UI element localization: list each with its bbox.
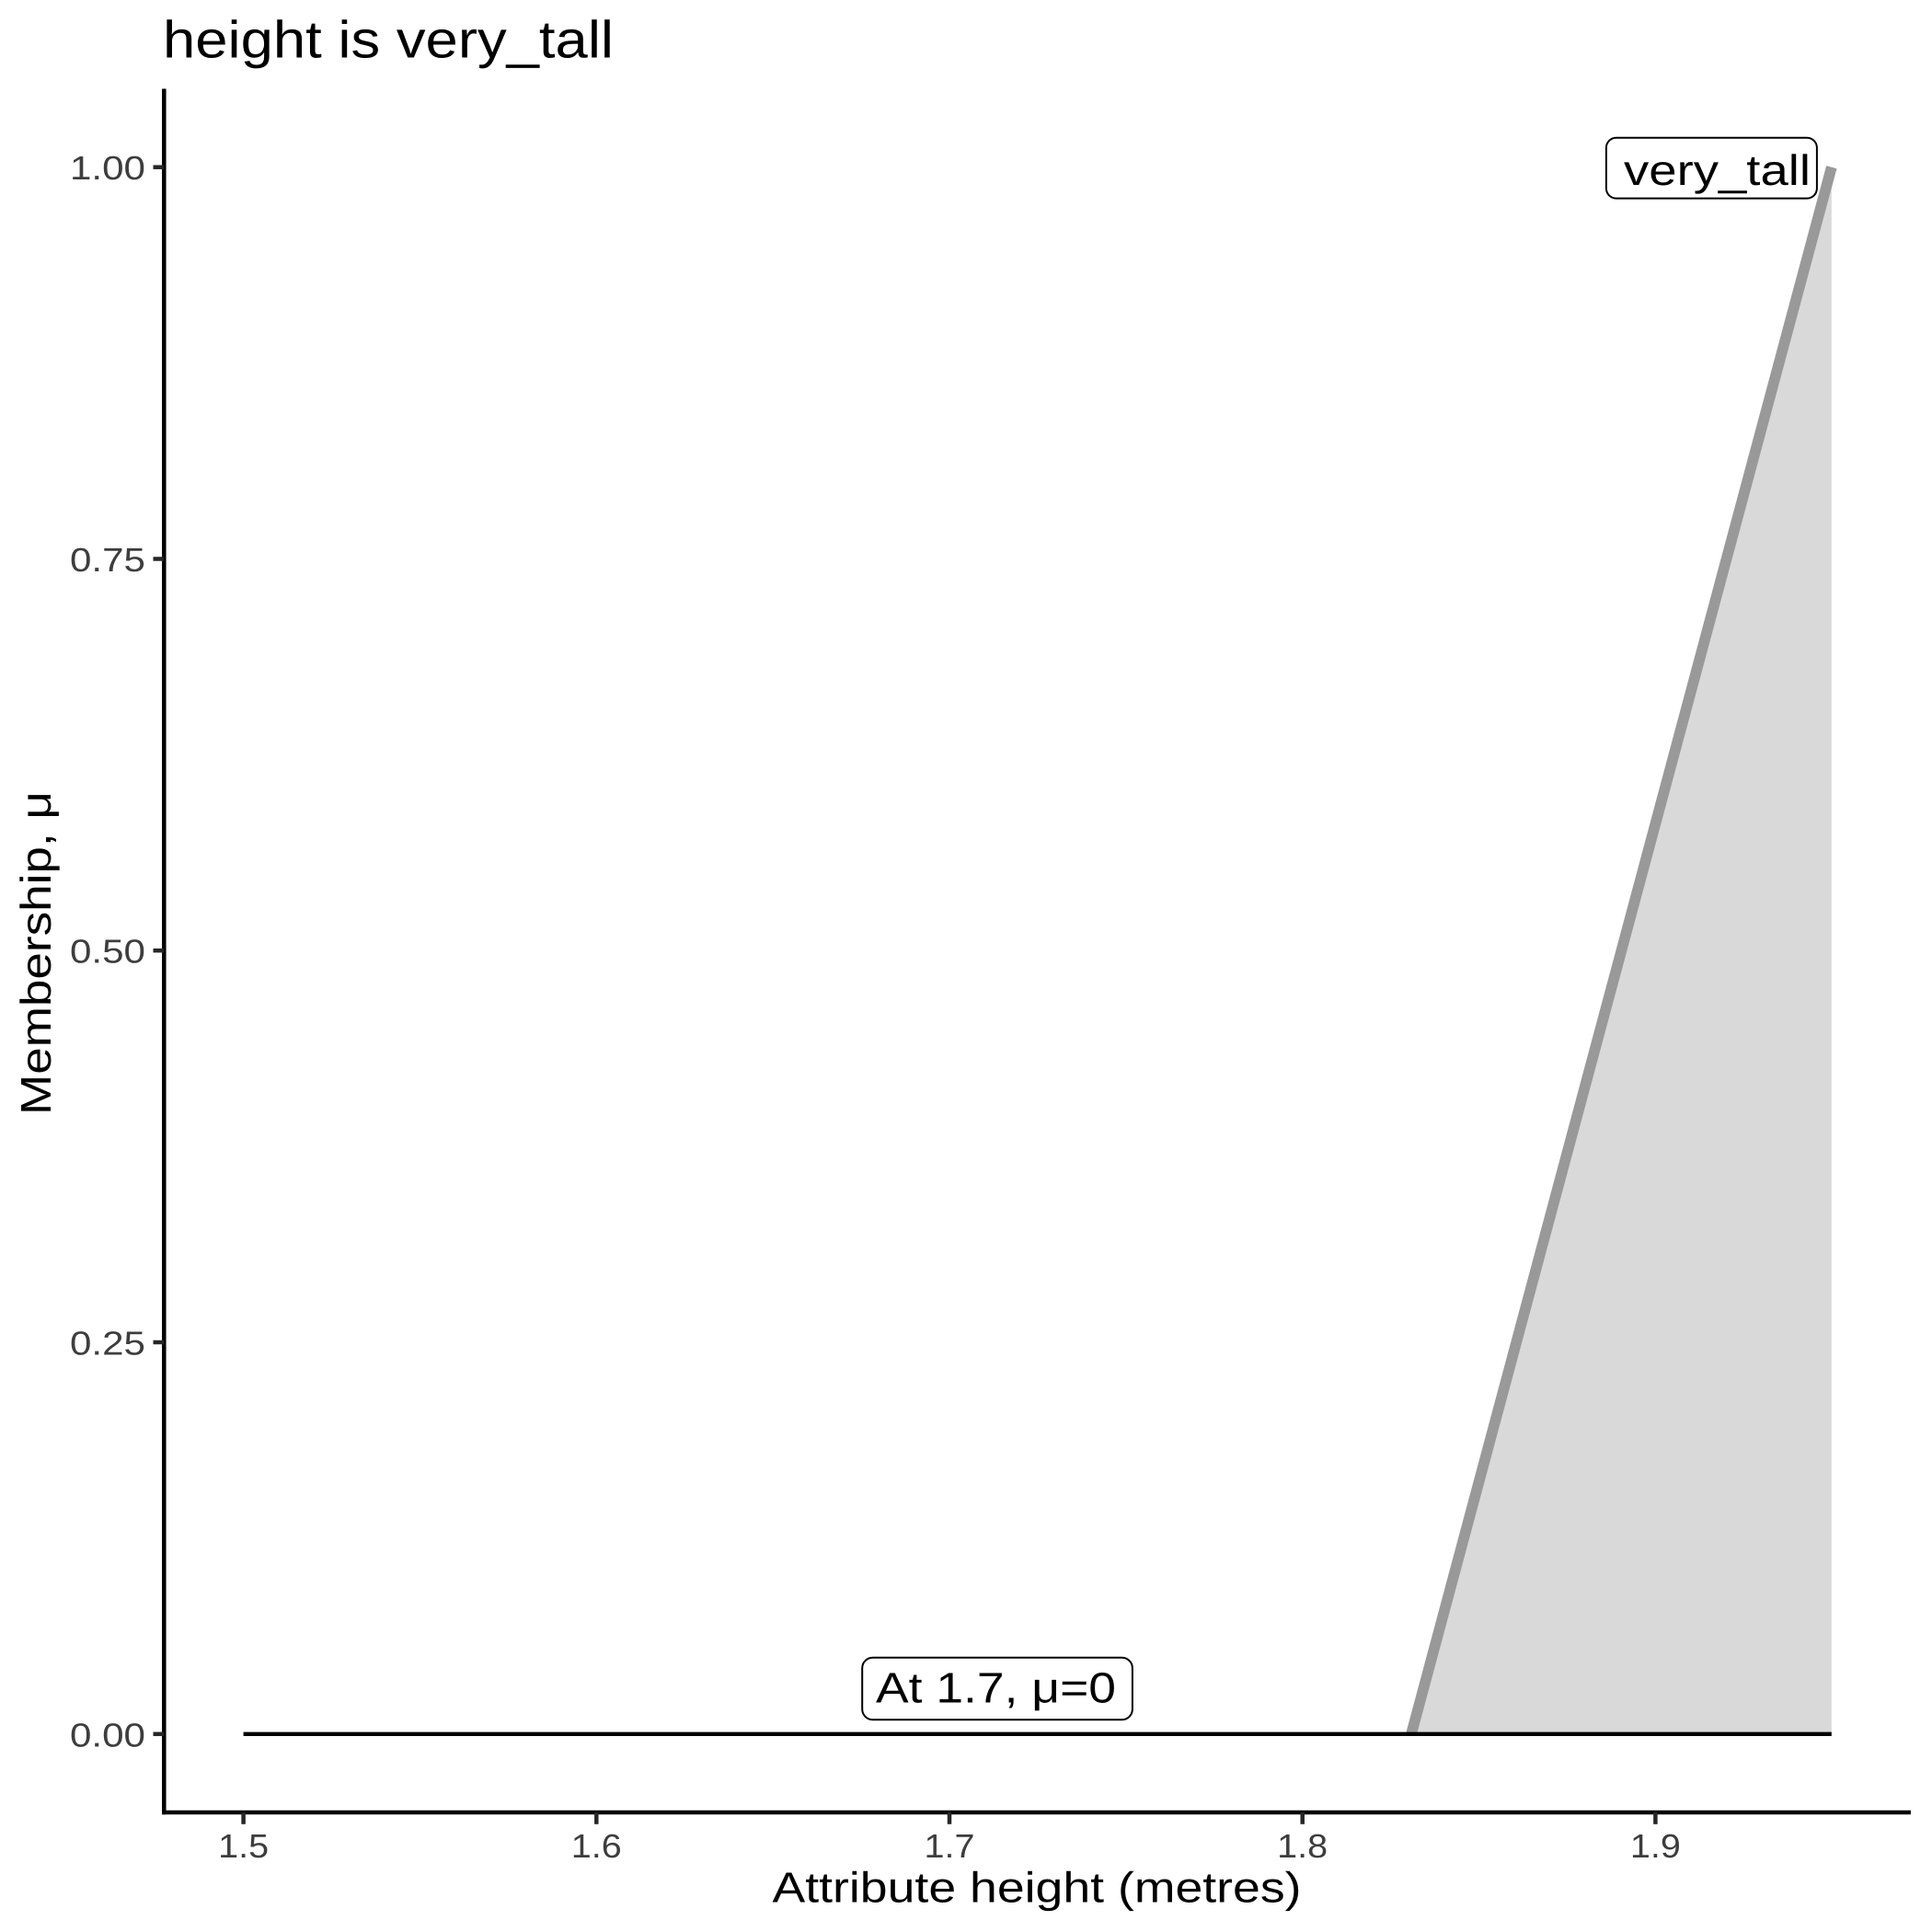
svg-text:0.25: 0.25 [70,1325,145,1363]
svg-text:1.6: 1.6 [571,1827,622,1865]
svg-text:0.00: 0.00 [70,1716,145,1754]
svg-text:1.7: 1.7 [925,1827,975,1865]
svg-text:At 1.7, μ=0: At 1.7, μ=0 [876,1664,1116,1712]
svg-text:1.8: 1.8 [1277,1827,1328,1865]
svg-text:height is very_tall: height is very_tall [163,11,614,70]
svg-text:1.00: 1.00 [70,149,145,187]
svg-text:1.5: 1.5 [218,1827,269,1865]
svg-text:0.50: 0.50 [70,933,145,971]
svg-text:Attribute height (metres): Attribute height (metres) [773,1864,1302,1912]
svg-text:very_tall: very_tall [1624,146,1811,194]
svg-text:1.9: 1.9 [1630,1827,1681,1865]
svg-text:Membership, μ: Membership, μ [12,791,60,1115]
svg-text:0.75: 0.75 [70,541,145,579]
